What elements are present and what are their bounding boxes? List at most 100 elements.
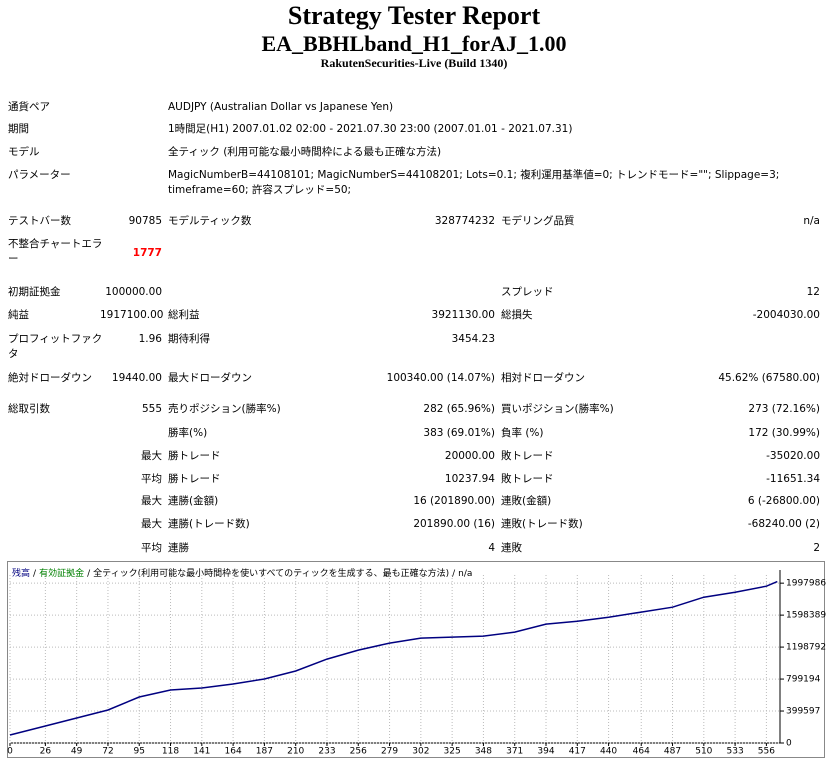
- info-value: AUDJPY (Australian Dollar vs Japanese Ye…: [168, 101, 394, 113]
- x-tick-label: 164: [225, 747, 242, 757]
- info-value: 1時間足(H1) 2007.01.02 02:00 - 2021.07.30 2…: [168, 123, 573, 135]
- y-tick-label: 1997986: [786, 579, 826, 589]
- summary-value: 平均: [141, 542, 162, 554]
- summary-label: 連勝: [168, 542, 189, 554]
- summary-value: 1.96: [138, 333, 162, 345]
- summary-value: 90785: [128, 215, 162, 227]
- summary-label: テストバー数: [8, 215, 71, 227]
- x-tick-label: 510: [695, 747, 712, 757]
- x-tick-label: 26: [40, 747, 52, 757]
- summary-value: -2004030.00: [752, 309, 820, 321]
- summary-label: プロフィットファクタ: [8, 333, 103, 360]
- legend-separator: /: [33, 569, 37, 579]
- summary-label: 売りポジション(勝率%): [168, 403, 281, 415]
- chart: 残高 / 有効証拠金 / 全ティック(利用可能な最小時間枠を使いすべてのティックを生成す…: [7, 561, 826, 758]
- summary-value: 282 (65.96%): [423, 403, 495, 415]
- summary-value: 最大: [141, 518, 162, 530]
- legend-item: 全ティック(利用可能な最小時間枠を使いすべてのティックを生成する、最も正確な方法…: [93, 567, 449, 579]
- x-tick-label: 440: [600, 747, 617, 757]
- summary-label: 連敗: [501, 542, 522, 554]
- summary-value: -11651.34: [766, 473, 820, 485]
- summary-label: 最大ドローダウン: [168, 372, 252, 384]
- summary-value: 10237.94: [444, 473, 495, 485]
- x-tick-label: 72: [102, 747, 113, 757]
- summary-label: 不整合チャートエラー: [8, 238, 103, 265]
- x-tick-label: 417: [569, 747, 586, 757]
- summary-label: 買いポジション(勝率%): [501, 403, 614, 415]
- summary-label: 総損失: [501, 309, 533, 321]
- legend-item: n/a: [458, 569, 472, 579]
- summary-label: 総利益: [168, 309, 200, 321]
- summary-label: 敗トレード: [501, 450, 554, 462]
- summary-value: 6 (-26800.00): [747, 495, 820, 507]
- x-tick-label: 348: [475, 747, 492, 757]
- summary-value: 3921130.00: [431, 309, 495, 321]
- summary-value: 平均: [141, 473, 162, 485]
- x-tick-label: 0: [7, 747, 13, 757]
- summary-value: 100000.00: [105, 286, 162, 298]
- summary-label: 連敗(トレード数): [501, 518, 583, 530]
- summary-value: 3454.23: [451, 333, 495, 345]
- x-tick-label: 325: [444, 747, 461, 757]
- summary-label: 連敗(金額): [501, 495, 552, 507]
- summary-label: 負率 (%): [501, 427, 544, 439]
- summary-label: 絶対ドローダウン: [8, 372, 92, 384]
- y-tick-label: 399597: [786, 707, 820, 717]
- x-tick-label: 464: [633, 747, 650, 757]
- summary-value: 最大: [141, 495, 162, 507]
- summary-value: 100340.00 (14.07%): [386, 372, 495, 384]
- summary-value: -68240.00 (2): [747, 518, 820, 530]
- y-tick-label: 1598389: [786, 611, 826, 621]
- summary-value: -35020.00: [766, 450, 820, 462]
- info-label: モデル: [8, 146, 40, 158]
- x-tick-label: 187: [256, 747, 273, 757]
- summary-value: 328774232: [434, 215, 495, 227]
- summary-value: 201890.00 (16): [413, 518, 495, 530]
- summary-label: 勝トレード: [168, 450, 221, 462]
- x-tick-label: 302: [412, 747, 429, 757]
- y-tick-label: 0: [786, 739, 792, 749]
- legend-separator: /: [452, 569, 456, 579]
- chart-frame: [7, 561, 825, 758]
- summary-label: 純益: [8, 309, 29, 321]
- legend-item: 有効証拠金: [39, 567, 84, 579]
- summary-value: 19440.00: [111, 372, 162, 384]
- x-tick-label: 210: [287, 747, 304, 757]
- y-tick-label: 799194: [786, 675, 821, 685]
- legend: 残高 / 有効証拠金 / 全ティック(利用可能な最小時間枠を使いすべてのティックを生成す…: [12, 567, 472, 579]
- summary-label: モデルティック数: [168, 215, 252, 227]
- x-tick-label: 533: [727, 747, 744, 757]
- summary-value: 16 (201890.00): [413, 495, 495, 507]
- x-tick-label: 279: [381, 747, 398, 757]
- summary-value: 20000.00: [444, 450, 495, 462]
- summary-label: 相対ドローダウン: [501, 372, 585, 384]
- summary-value: 2: [813, 542, 820, 554]
- balance-line: [9, 580, 778, 736]
- summary-label: 連勝(金額): [168, 495, 219, 507]
- info-value: MagicNumberB=44108101; MagicNumberS=4410…: [168, 169, 780, 196]
- subtitle: EA_BBHLband_H1_forAJ_1.00: [261, 31, 567, 56]
- summary-label: 総取引数: [8, 403, 50, 415]
- x-tick-label: 141: [193, 747, 210, 757]
- summary-label: 期待利得: [168, 333, 210, 345]
- summary-value: 1777: [132, 247, 162, 259]
- summary-value: 1917100.00: [100, 309, 164, 321]
- x-tick-label: 233: [318, 747, 335, 757]
- x-tick-label: 49: [71, 747, 83, 757]
- summary-value: 12: [806, 286, 820, 298]
- info-label: 通貨ペア: [8, 101, 50, 113]
- summary-label: モデリング品質: [501, 215, 575, 227]
- summary-label: 敗トレード: [501, 473, 554, 485]
- summary-label: 勝トレード: [168, 473, 221, 485]
- x-tick-label: 371: [506, 747, 523, 757]
- summary-value: 273 (72.16%): [748, 403, 820, 415]
- legend-item: 残高: [12, 567, 30, 579]
- summary-label: 連勝(トレード数): [168, 518, 250, 530]
- info-label: 期間: [8, 123, 29, 135]
- summary-value: 45.62% (67580.00): [718, 372, 820, 384]
- y-tick-label: 1198792: [786, 643, 826, 653]
- x-tick-label: 394: [537, 747, 554, 757]
- summary-value: 172 (30.99%): [748, 427, 820, 439]
- info-value: 全ティック (利用可能な最小時間枠による最も正確な方法): [168, 146, 442, 158]
